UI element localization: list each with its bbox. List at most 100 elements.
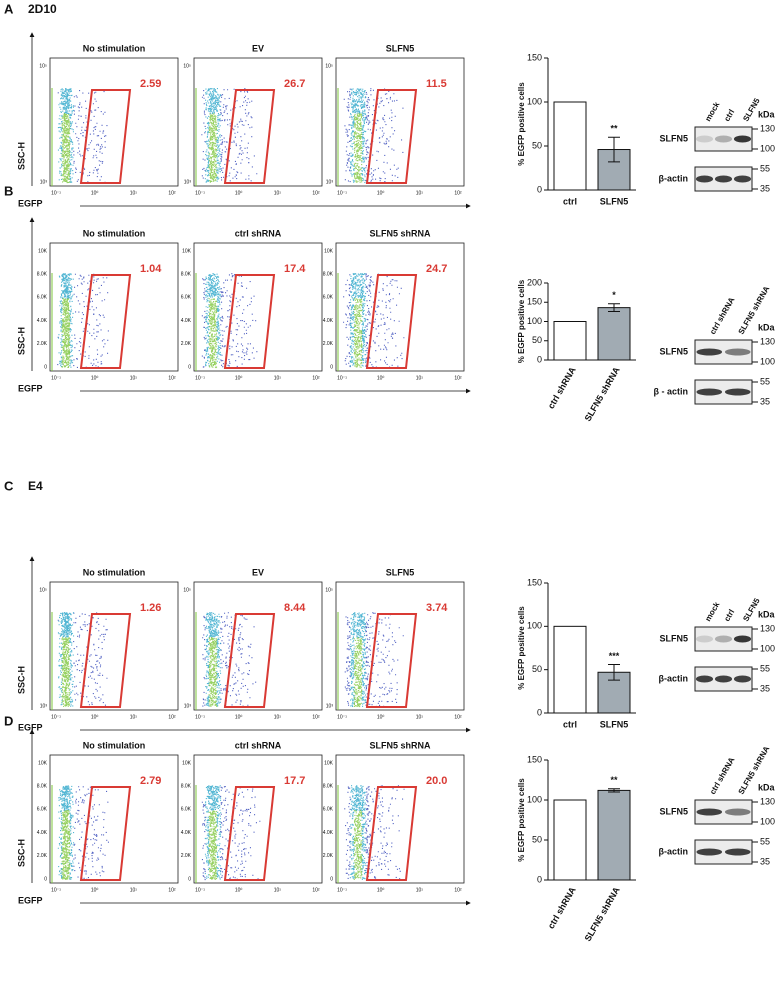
gate-value: 3.74 bbox=[426, 602, 448, 614]
gate bbox=[223, 89, 276, 184]
x-tick-label: 10¹ bbox=[130, 887, 138, 893]
y-tick-label: 10⁵ bbox=[325, 63, 333, 69]
y-tick-label: 0 bbox=[330, 876, 333, 882]
x-tick-label: 10¹ bbox=[274, 190, 282, 196]
y-tick-label: 200 bbox=[527, 277, 542, 287]
y-tick-label: 10³ bbox=[40, 703, 48, 709]
cell-events bbox=[344, 785, 405, 881]
band bbox=[733, 135, 752, 143]
error-bar bbox=[608, 303, 620, 312]
y-tick-label: 8.0K bbox=[181, 784, 192, 790]
row-label: SLFN5 bbox=[659, 346, 688, 356]
cell-events bbox=[61, 113, 71, 184]
significance: ** bbox=[610, 775, 618, 785]
y-tick-label: 8.0K bbox=[323, 272, 334, 278]
cell-line: E4 bbox=[28, 479, 43, 493]
band bbox=[696, 388, 723, 396]
x-tick-label: 10² bbox=[454, 714, 462, 720]
x-tick-label: 10⁰ bbox=[235, 887, 243, 893]
bar bbox=[597, 789, 631, 881]
x-tick-label: 10⁰ bbox=[235, 375, 243, 381]
significance: *** bbox=[609, 651, 620, 661]
x-tick-label: ctrl shRNA bbox=[546, 885, 578, 931]
y-axis-label: % EGFP positive cells bbox=[517, 279, 526, 363]
band bbox=[733, 675, 752, 683]
y-tick-label: 10K bbox=[38, 760, 48, 766]
gate bbox=[365, 786, 418, 881]
row-label: SLFN5 bbox=[659, 133, 688, 143]
cell-events bbox=[73, 786, 109, 880]
gate bbox=[365, 613, 418, 708]
unit-label: kDa bbox=[758, 782, 776, 792]
x-tick-label: 10⁰ bbox=[235, 714, 243, 720]
x-tick-label: 10⁰ bbox=[377, 714, 385, 720]
x-tick-label: SLFN5 shRNA bbox=[583, 885, 622, 943]
y-tick-label: 8.0K bbox=[323, 784, 334, 790]
y-tick-label: 2.0K bbox=[37, 341, 48, 347]
y-tick-label: 10K bbox=[182, 760, 192, 766]
x-tick-label: SLFN5 shRNA bbox=[583, 365, 622, 423]
y-axis-label: % EGFP positive cells bbox=[517, 606, 526, 690]
bar bbox=[553, 101, 587, 191]
x-tick-label: 10⁻¹ bbox=[337, 375, 347, 381]
x-tick-label: 10⁻¹ bbox=[51, 190, 61, 196]
marker-label: 130 bbox=[760, 336, 775, 346]
marker-label: 100 bbox=[760, 356, 775, 366]
marker-label: 100 bbox=[760, 816, 775, 826]
cell-events bbox=[208, 298, 218, 369]
cell-events bbox=[58, 273, 74, 368]
cell-events bbox=[57, 88, 74, 183]
cell-events bbox=[204, 273, 222, 367]
cell-events bbox=[349, 273, 367, 367]
y-tick-label: 10K bbox=[38, 248, 48, 254]
y-tick-label: 10³ bbox=[326, 703, 334, 709]
marker-label: 55 bbox=[760, 163, 770, 173]
band bbox=[695, 635, 714, 643]
x-tick-label: 10¹ bbox=[416, 887, 424, 893]
x-tick-label: 10² bbox=[168, 190, 176, 196]
row-label: SLFN5 bbox=[659, 806, 688, 816]
y-tick-label: 150 bbox=[527, 297, 542, 307]
x-tick-label: 10¹ bbox=[130, 375, 138, 381]
cell-events bbox=[61, 637, 71, 707]
cell-events bbox=[57, 612, 108, 706]
plot-title: No stimulation bbox=[83, 740, 146, 750]
y-axis-label: SSC-H bbox=[16, 327, 26, 355]
y-tick-label: 10⁵ bbox=[39, 587, 47, 593]
panel-letter: D bbox=[4, 713, 13, 728]
cell-events bbox=[208, 810, 218, 880]
plot-title: ctrl shRNA bbox=[235, 740, 282, 750]
cell-events bbox=[204, 88, 222, 183]
band bbox=[714, 675, 733, 683]
x-tick-label: 10⁻¹ bbox=[195, 375, 205, 381]
x-tick-label: 10² bbox=[454, 190, 462, 196]
cell-events bbox=[61, 298, 71, 368]
y-tick-label: 0 bbox=[330, 364, 333, 370]
gate bbox=[223, 786, 276, 881]
y-tick-label: 0 bbox=[188, 876, 191, 882]
y-tick-label: 2.0K bbox=[323, 341, 334, 347]
x-tick-label: 10² bbox=[168, 375, 176, 381]
gate-value: 1.26 bbox=[140, 602, 161, 614]
gate-value: 24.7 bbox=[426, 263, 447, 275]
y-tick-label: 10⁵ bbox=[39, 63, 47, 69]
cell-events bbox=[353, 298, 363, 368]
y-tick-label: 6.0K bbox=[181, 295, 192, 301]
significance: ** bbox=[610, 124, 618, 134]
cell-events bbox=[208, 113, 218, 183]
gate bbox=[79, 274, 132, 369]
y-tick-label: 4.0K bbox=[323, 318, 334, 324]
y-tick-label: 10³ bbox=[40, 179, 48, 185]
gate bbox=[365, 89, 418, 184]
unit-label: kDa bbox=[758, 609, 776, 619]
row-label: β - actin bbox=[654, 386, 689, 396]
y-tick-label: 8.0K bbox=[37, 784, 48, 790]
x-tick-label: 10¹ bbox=[416, 714, 424, 720]
bar bbox=[597, 307, 631, 361]
cell-events bbox=[201, 273, 258, 368]
plot-title: No stimulation bbox=[83, 567, 146, 577]
band bbox=[733, 175, 752, 183]
x-tick-label: 10⁻¹ bbox=[195, 190, 205, 196]
y-tick-label: 150 bbox=[527, 754, 542, 764]
y-axis-label: SSC-H bbox=[16, 839, 26, 867]
